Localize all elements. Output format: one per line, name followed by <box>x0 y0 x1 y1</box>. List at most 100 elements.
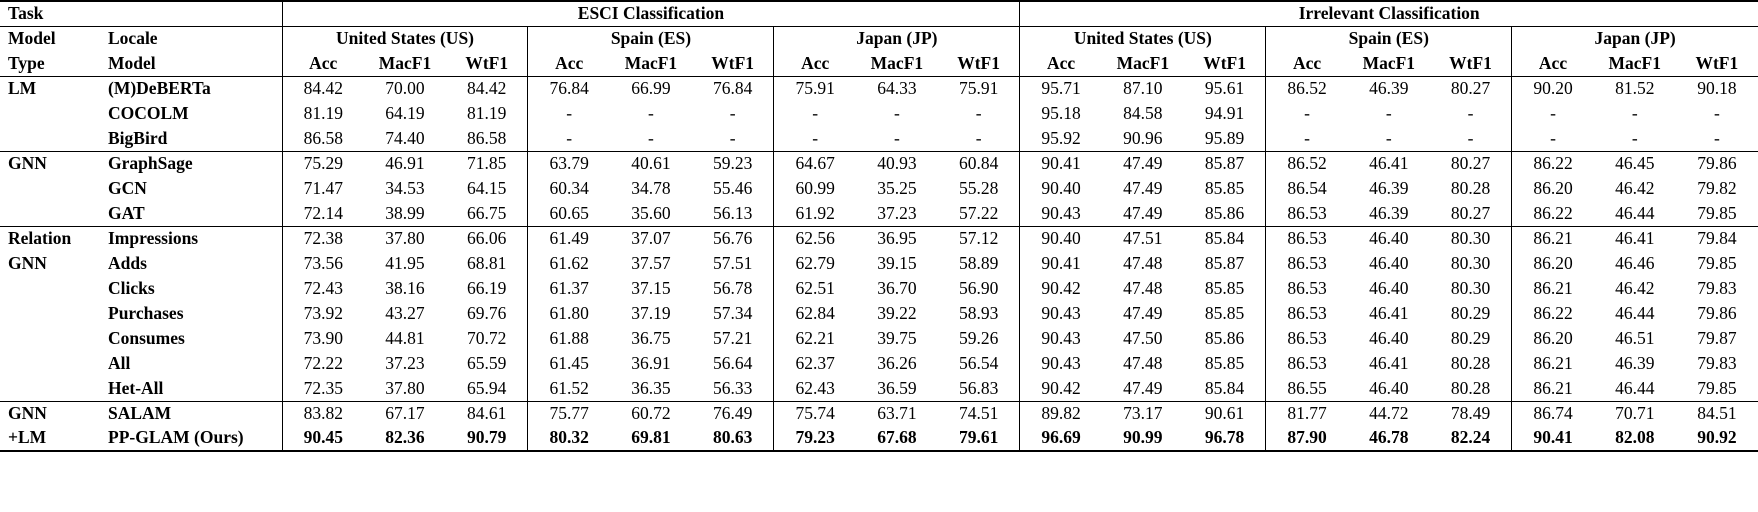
metric-value-cell: - <box>527 101 610 126</box>
metric-value-cell: - <box>648 127 654 148</box>
metric-value-cell: 71.85 <box>445 150 528 176</box>
metric-value-cell: 37.80 <box>385 377 425 398</box>
model-name-cell: All <box>108 352 131 373</box>
metric-value-cell: 79.83 <box>1697 277 1737 298</box>
header-row-sections: Task ESCI Classification Irrelevant Clas… <box>0 1 1758 27</box>
metric-value-cell: 73.56 <box>281 251 364 276</box>
metric-value-cell: 62.84 <box>773 301 856 326</box>
model-name-cell: COCOLM <box>108 102 189 123</box>
header-locale-irr-us: United States (US) <box>1019 26 1266 51</box>
metric-value-cell: 76.84 <box>527 76 610 101</box>
metric-value-cell: - <box>975 102 982 123</box>
metric-value-cell: 79.83 <box>1697 352 1737 373</box>
metric-value-cell: 37.23 <box>877 202 917 223</box>
model-type-cell <box>0 326 100 351</box>
metric-value-cell: 38.99 <box>385 202 425 223</box>
metric-value-cell: - <box>893 102 900 123</box>
header-metric-macf1: MacF1 <box>364 51 446 77</box>
model-type-cell: Relation <box>0 225 100 251</box>
table-row: Consumes 73.90 44.81 70.72 61.88 36.75 57.21 62… <box>0 326 1758 351</box>
metric-value-cell: 79.84 <box>1675 225 1758 251</box>
metric-value-cell: - <box>1713 102 1720 123</box>
model-type-cell <box>0 276 100 301</box>
metric-value-cell: 46.40 <box>1369 277 1409 298</box>
metric-value-cell: 46.44 <box>1615 202 1655 223</box>
metric-value-cell: 84.58 <box>1123 102 1163 123</box>
metric-value-cell: - <box>1467 102 1474 123</box>
metric-value-cell: 46.46 <box>1615 252 1655 273</box>
header-locale-label: Locale <box>108 28 158 48</box>
table-row: Het-All 72.35 37.80 65.94 61.52 36.35 56.33 62.… <box>0 376 1758 401</box>
metric-value-cell: 35.60 <box>631 202 671 223</box>
metric-value-cell: 80.27 <box>1429 150 1512 176</box>
metric-value-cell: 85.84 <box>1183 225 1266 251</box>
metric-value-cell: 60.99 <box>773 176 856 201</box>
header-locale-esci-jp: Japan (JP) <box>773 26 1020 51</box>
metric-value-cell: 60.72 <box>609 400 692 426</box>
metric-value-cell: 56.64 <box>712 352 753 373</box>
metric-value-cell: 62.56 <box>773 225 856 251</box>
metric-value-cell: 90.40 <box>1019 176 1102 201</box>
metric-value-cell: 39.15 <box>877 252 917 273</box>
metric-value-cell: 63.79 <box>527 150 610 176</box>
metric-value-cell: 71.47 <box>281 176 364 201</box>
metric-value-cell: 57.12 <box>937 225 1020 251</box>
metric-value-cell: 79.85 <box>1697 377 1737 398</box>
metric-value-cell: - <box>773 101 856 126</box>
metric-value-cell: 35.25 <box>877 177 917 198</box>
metric-value-cell: 84.42 <box>467 78 507 98</box>
metric-value-cell: 43.27 <box>385 302 425 323</box>
table-body: LM (M)DeBERTa 84.42 70.00 84.42 76.84 66.99 76.… <box>0 76 1758 451</box>
metric-value-cell: 75.91 <box>773 76 856 101</box>
metric-value-cell: 62.51 <box>773 276 856 301</box>
metric-value-cell: 79.87 <box>1697 327 1737 348</box>
metric-value-cell: - <box>648 102 654 123</box>
metric-value-cell: 90.43 <box>1019 326 1102 351</box>
metric-value-cell: 72.38 <box>281 225 364 251</box>
metric-value-cell: 47.49 <box>1123 202 1163 223</box>
metric-value-cell: 90.99 <box>1123 427 1163 448</box>
metric-value-cell: - <box>527 126 610 151</box>
metric-value-cell: 46.42 <box>1615 177 1655 198</box>
metric-value-cell: - <box>1467 127 1474 148</box>
table-row: Purchases 73.92 43.27 69.76 61.80 37.19 57.34 6… <box>0 301 1758 326</box>
metric-value-cell: 94.91 <box>1204 102 1245 123</box>
header-metric-macf1: MacF1 <box>1593 51 1676 77</box>
metric-value-cell: 90.43 <box>1019 351 1102 376</box>
header-task-label: Task <box>0 1 283 27</box>
metric-value-cell: 37.07 <box>609 225 692 251</box>
model-type-cell <box>0 376 100 401</box>
metric-value-cell: 90.92 <box>1697 427 1737 448</box>
table-row: LM (M)DeBERTa 84.42 70.00 84.42 76.84 66.99 76.… <box>0 76 1758 101</box>
metric-value-cell: 80.63 <box>712 427 753 448</box>
metric-value-cell: 81.19 <box>281 101 364 126</box>
header-metric-macf1: MacF1 <box>855 51 938 77</box>
model-name-cell: Adds <box>108 252 147 273</box>
metric-value-cell: 75.91 <box>958 78 999 98</box>
metric-value-cell: 86.53 <box>1265 301 1348 326</box>
metric-value-cell: 79.85 <box>1697 252 1737 273</box>
metric-value-cell: 90.42 <box>1019 376 1102 401</box>
metric-value-cell: 85.86 <box>1204 202 1245 223</box>
metric-value-cell: 81.77 <box>1265 400 1348 426</box>
metric-value-cell: 57.34 <box>712 302 753 323</box>
metric-value-cell: 90.40 <box>1019 225 1102 251</box>
header-locale-esci-es: Spain (ES) <box>527 26 774 51</box>
metric-value-cell: 46.41 <box>1593 225 1676 251</box>
metric-value-cell: 86.20 <box>1511 251 1594 276</box>
metric-value-cell: - <box>729 102 736 123</box>
header-metric-wtf1: WtF1 <box>691 51 774 77</box>
metric-value-cell: 47.48 <box>1123 252 1163 273</box>
metric-value-cell: 86.21 <box>1511 225 1594 251</box>
metric-value-cell: 39.22 <box>877 302 917 323</box>
metric-value-cell: 90.45 <box>281 426 364 451</box>
metric-value-cell: - <box>1385 102 1392 123</box>
metric-value-cell: 36.26 <box>877 352 917 373</box>
metric-value-cell: 87.90 <box>1265 426 1348 451</box>
metric-value-cell: 80.30 <box>1450 252 1491 273</box>
metric-value-cell: 86.53 <box>1265 326 1348 351</box>
model-type-cell: +LM <box>8 427 47 448</box>
metric-value-cell: 75.77 <box>527 400 610 426</box>
metric-value-cell: 90.42 <box>1019 276 1102 301</box>
header-metric-acc: Acc <box>281 51 364 77</box>
